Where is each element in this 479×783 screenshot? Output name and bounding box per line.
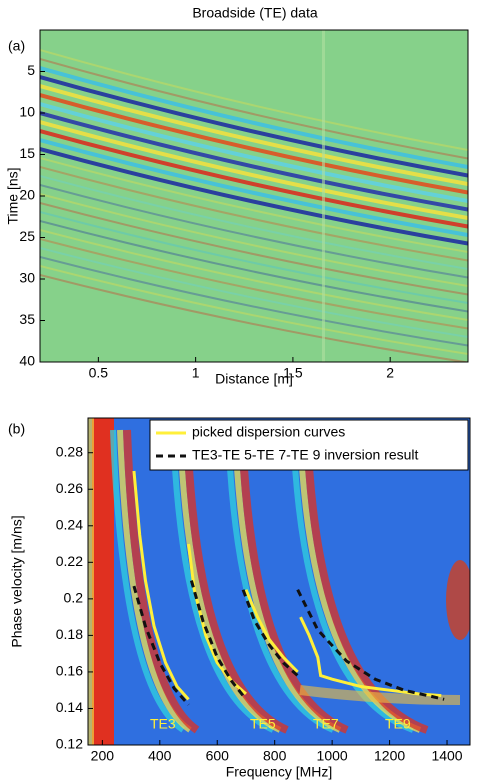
background-stripe [40,166,468,262]
y-tick-label: 0.16 [56,663,83,679]
background-stripe [40,229,468,321]
background-band [117,429,192,733]
y-tick-label: 15 [19,145,35,161]
x-tick-label: 600 [206,748,230,764]
background-stripe [40,111,468,212]
x-tick-label: 1400 [431,748,462,764]
chart-title: Broadside (TE) data [192,5,317,21]
panel-label: (a) [8,38,25,54]
background-band [92,418,114,745]
y-tick-label: 25 [19,228,35,244]
x-tick-label: 0.5 [89,365,109,381]
background-stripe [40,193,468,287]
background-stripe [40,238,468,330]
mode-label: TE7 [313,716,339,732]
background-band [303,429,429,734]
y-tick-label: 0.2 [64,590,84,606]
background-stripe [40,147,468,246]
background-stripe [40,129,468,229]
background-stripe [40,184,468,279]
y-tick-label: 0.22 [56,553,83,569]
background-stripe [40,202,468,296]
y-tick-label: 40 [19,353,35,369]
background-stripe [322,30,325,362]
background-stripe [40,265,468,355]
x-tick-label: 1200 [374,748,405,764]
dispersion-image [88,418,470,745]
mode-label: TE9 [385,716,411,732]
y-tick-label: 0.12 [56,736,83,752]
mode-label: TE3 [150,716,176,732]
legend-box [149,419,469,471]
y-tick-label: 10 [19,104,35,120]
background-stripe [40,120,468,220]
y-tick-label: 0.18 [56,626,83,642]
y-axis-label: Phase velocity [m/ns] [9,515,25,647]
background-band [110,429,185,733]
x-axis-label: Frequency [MHz] [226,764,333,780]
mode-label: TE5 [250,716,276,732]
curve [296,589,445,701]
plot-lines [132,470,445,706]
background-stripe [40,138,468,237]
background-stripe [40,49,468,151]
curve [189,580,248,701]
background-stripe [40,274,468,362]
x-tick-label: 400 [148,748,172,764]
plot-frame [87,417,471,746]
x-tick-label: 1000 [317,748,348,764]
background-stripe [40,175,468,270]
y-tick-label: 30 [19,270,35,286]
background-stripe [40,75,468,178]
background-band [299,685,461,705]
background-stripe [40,220,468,313]
x-tick-label: 2 [386,365,394,381]
background-band [238,429,349,734]
curve [132,470,190,701]
y-tick-label: 20 [19,187,35,203]
y-tick-label: 0.14 [56,699,83,715]
background-stripe [40,256,468,347]
background-stripe [40,211,468,304]
x-axis-label: Distance [m] [215,371,293,387]
panel-label: (b) [8,421,25,437]
y-tick-label: 0.24 [56,516,83,532]
legend-label: TE3-TE 5-TE 7-TE 9 inversion result [192,447,419,463]
y-tick-label: 5 [27,62,35,78]
background-stripe [40,66,468,169]
curve [241,589,299,677]
plot-frame [39,29,469,363]
background-band [290,429,415,733]
background-stripe [40,247,468,338]
background-band [225,429,335,733]
background-band [183,429,289,734]
x-tick-label: 1 [192,365,200,381]
background-stripe [40,157,468,253]
background-band [170,429,275,733]
curve [132,585,190,706]
y-tick-label: 35 [19,311,35,327]
background-stripe [40,58,468,160]
radargram-image [40,30,468,362]
curve [244,589,299,673]
background-stripe [40,84,468,186]
legend-label: picked dispersion curves [192,424,345,440]
y-tick-label: 0.28 [56,443,83,459]
x-tick-label: 800 [263,748,287,764]
background-band [446,560,470,640]
background-band [177,429,282,733]
background-stripe [40,102,468,203]
x-tick-label: 200 [91,748,115,764]
background-band [297,429,422,733]
y-axis-label: Time [ns] [5,167,21,224]
background-band [88,418,94,745]
x-tick-label: 1.5 [283,365,303,381]
y-tick-label: 0.26 [56,480,83,496]
background-stripe [40,93,468,195]
